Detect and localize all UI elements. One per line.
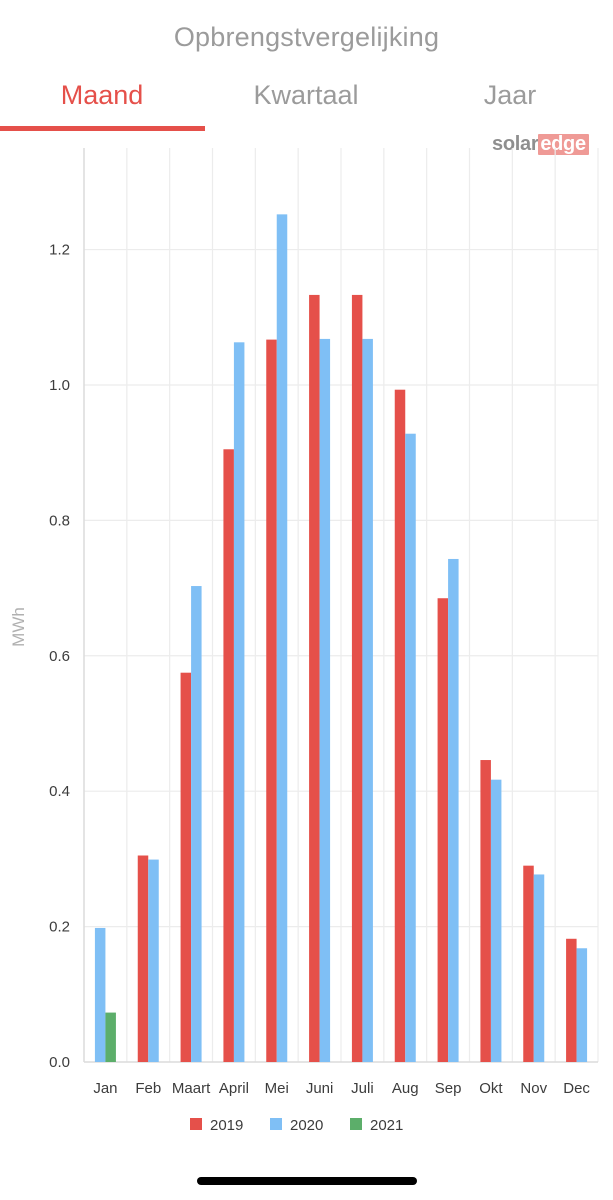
bar-aug-2020[interactable] bbox=[405, 433, 416, 1063]
x-tick-label: April bbox=[219, 1080, 249, 1097]
period-tabs: Maand Kwartaal Jaar bbox=[0, 70, 613, 132]
x-tick-label: Nov bbox=[520, 1080, 547, 1097]
y-tick-label: 1.2 bbox=[49, 242, 70, 259]
bar-dec-2020[interactable] bbox=[576, 948, 588, 1062]
x-tick-label: Mei bbox=[265, 1080, 289, 1097]
legend-label-2020[interactable]: 2020 bbox=[290, 1117, 323, 1134]
x-tick-label: Okt bbox=[479, 1080, 503, 1097]
bar-juli-2020[interactable] bbox=[362, 338, 373, 1062]
page-title: Opbrengstvergelijking bbox=[173, 22, 440, 52]
bar-dec-2019[interactable] bbox=[566, 938, 577, 1062]
legend-label-2021[interactable]: 2021 bbox=[370, 1117, 403, 1134]
bar-okt-2019[interactable] bbox=[480, 760, 491, 1062]
home-indicator[interactable] bbox=[197, 1177, 417, 1185]
x-tick-label: Feb bbox=[135, 1080, 161, 1097]
x-axis-ticks: Jan Feb Maart April Mei Juni Juli Aug Sep Okt Nov D… bbox=[93, 1080, 590, 1097]
bar-maart-2020[interactable] bbox=[191, 586, 202, 1062]
y-axis-ticks: 0.0 0.2 0.4 0.6 0.8 1.0 1.2 bbox=[49, 242, 70, 1071]
bar-april-2020[interactable] bbox=[233, 342, 245, 1062]
bar-juni-2019[interactable] bbox=[309, 294, 320, 1062]
y-tick-label: 1.0 bbox=[49, 377, 70, 394]
bar-maart-2019[interactable] bbox=[180, 672, 192, 1062]
x-tick-label: Juli bbox=[351, 1080, 374, 1097]
y-tick-label: 0.0 bbox=[49, 1054, 70, 1071]
legend-swatch-2019 bbox=[190, 1118, 202, 1130]
legend-swatch-2020 bbox=[270, 1118, 282, 1130]
bar-feb-2019[interactable] bbox=[137, 855, 149, 1063]
bar-sep-2019[interactable] bbox=[437, 598, 449, 1062]
logo-text-edge: edge bbox=[538, 133, 589, 155]
bar-feb-2020[interactable] bbox=[148, 859, 159, 1062]
bar-jan-2020[interactable] bbox=[94, 927, 106, 1062]
logo-text-solar: solar bbox=[492, 132, 539, 155]
legend-swatch-2021 bbox=[350, 1118, 362, 1130]
chart-bars bbox=[94, 214, 588, 1063]
x-tick-label: Dec bbox=[563, 1080, 590, 1097]
y-tick-label: 0.8 bbox=[49, 512, 70, 529]
tab-maand[interactable]: Maand bbox=[60, 80, 144, 110]
y-tick-label: 0.4 bbox=[49, 783, 70, 800]
bar-jan-2021[interactable] bbox=[105, 1012, 116, 1062]
legend-label-2019[interactable]: 2019 bbox=[210, 1117, 243, 1134]
y-tick-label: 0.2 bbox=[49, 919, 70, 936]
y-axis-label: MWh bbox=[9, 607, 28, 647]
bar-juli-2019[interactable] bbox=[351, 294, 363, 1062]
bar-okt-2020[interactable] bbox=[490, 779, 502, 1062]
bar-sep-2020[interactable] bbox=[448, 558, 459, 1062]
tab-jaar[interactable]: Jaar bbox=[483, 80, 537, 110]
bar-mei-2019[interactable] bbox=[266, 339, 277, 1063]
y-tick-label: 0.6 bbox=[49, 648, 70, 665]
bar-april-2019[interactable] bbox=[223, 449, 234, 1062]
bar-nov-2019[interactable] bbox=[523, 865, 534, 1062]
tab-kwartaal[interactable]: Kwartaal bbox=[253, 80, 359, 110]
x-tick-label: Jan bbox=[93, 1080, 117, 1097]
x-tick-label: Aug bbox=[392, 1080, 419, 1097]
chart-grid bbox=[83, 148, 599, 1063]
x-tick-label: Maart bbox=[172, 1080, 211, 1097]
bar-mei-2020[interactable] bbox=[276, 214, 288, 1063]
solaredge-logo: solar edge bbox=[492, 131, 589, 157]
x-tick-label: Juni bbox=[306, 1080, 334, 1097]
bar-nov-2020[interactable] bbox=[533, 874, 545, 1062]
bar-juni-2020[interactable] bbox=[319, 338, 331, 1062]
bar-aug-2019[interactable] bbox=[394, 389, 406, 1062]
x-tick-label: Sep bbox=[435, 1080, 462, 1097]
active-tab-indicator bbox=[0, 126, 205, 131]
chart-legend: 2019 2020 2021 bbox=[190, 1117, 403, 1134]
